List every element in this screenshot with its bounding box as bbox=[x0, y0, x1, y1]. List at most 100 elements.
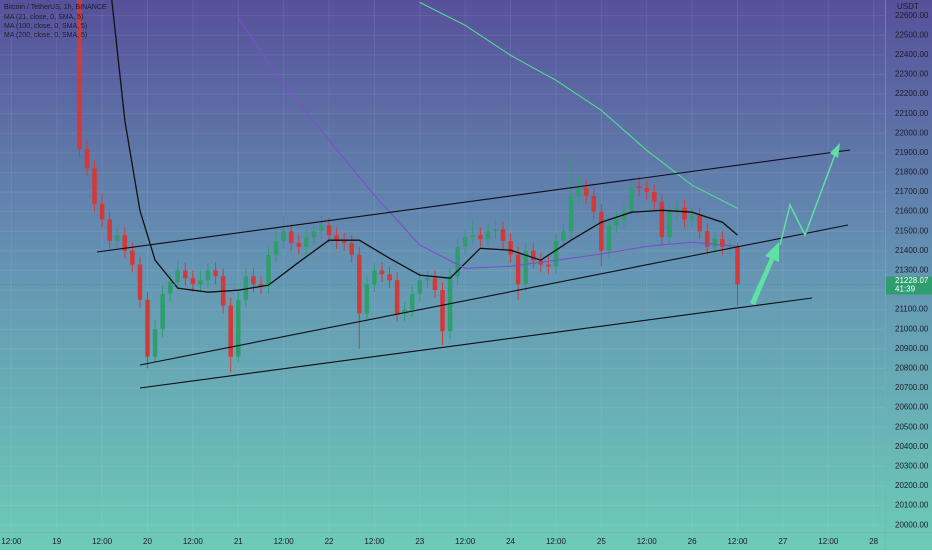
candle-body bbox=[682, 207, 687, 220]
candle-body bbox=[243, 276, 249, 300]
candle-body bbox=[334, 235, 339, 242]
candle-body bbox=[152, 329, 158, 357]
candle-body bbox=[735, 246, 740, 285]
candle-body bbox=[553, 241, 559, 267]
moving-average-line bbox=[111, 0, 738, 293]
countdown-label: 41:39 bbox=[895, 285, 916, 294]
candle-body bbox=[576, 188, 581, 196]
last-price-label: 21228.07 bbox=[895, 276, 929, 285]
x-tick-label: 12:00 bbox=[818, 537, 839, 546]
y-tick-label: 21600.00 bbox=[895, 207, 929, 216]
candle-body bbox=[546, 264, 551, 267]
y-tick-label: 20100.00 bbox=[895, 501, 929, 510]
candle-body bbox=[462, 237, 468, 247]
y-tick-label: 21300.00 bbox=[895, 266, 929, 275]
y-tick-label: 22500.00 bbox=[895, 30, 929, 39]
axes: 20000.00 20100.00 20200.00 20300.00 20400.00… bbox=[1, 11, 932, 546]
arrow bbox=[750, 242, 779, 305]
moving-average-line bbox=[237, 17, 738, 269]
legend: Bitcoin / TetherUS, 1h, BINANCE MA (21, … bbox=[4, 4, 107, 39]
candle-body bbox=[667, 211, 672, 238]
arrow-head bbox=[830, 143, 840, 158]
candle-body bbox=[659, 201, 665, 238]
candle-body bbox=[175, 270, 181, 283]
candle-body bbox=[485, 231, 491, 240]
candle-body bbox=[190, 278, 196, 285]
trend-line bbox=[139, 297, 813, 389]
y-tick-label: 20400.00 bbox=[895, 442, 929, 451]
candle-body bbox=[455, 246, 460, 277]
y-tick-label: 20600.00 bbox=[895, 403, 929, 412]
candle-body bbox=[99, 203, 105, 220]
candle-body bbox=[636, 186, 642, 189]
x-tick-label: 21 bbox=[234, 537, 243, 546]
candle-body bbox=[629, 186, 634, 212]
candle-body bbox=[160, 293, 165, 330]
candle-body bbox=[92, 168, 97, 204]
candle-body bbox=[304, 237, 309, 247]
trend-line bbox=[139, 224, 849, 366]
y-tick-label: 21000.00 bbox=[895, 324, 929, 333]
candle-body bbox=[213, 270, 218, 277]
projection-arrows bbox=[750, 143, 840, 305]
x-tick-label: 12:00 bbox=[1, 537, 22, 546]
y-tick-label: 22000.00 bbox=[895, 128, 929, 137]
y-tick-label: 21400.00 bbox=[895, 246, 929, 255]
y-tick-label: 20700.00 bbox=[895, 383, 929, 392]
candle-body bbox=[440, 290, 445, 332]
candle-body bbox=[561, 231, 566, 242]
candle-body bbox=[273, 241, 279, 255]
currency: USDT bbox=[897, 2, 919, 11]
x-tick-label: 24 bbox=[506, 537, 515, 546]
legend-entry: MA (200, close, 0, SMA, 5) bbox=[4, 32, 87, 39]
drawings bbox=[96, 149, 851, 389]
candle-body bbox=[372, 270, 377, 285]
candle-body bbox=[470, 235, 476, 238]
x-tick-label: 22 bbox=[325, 537, 334, 546]
candle-body bbox=[720, 239, 725, 247]
candle-body bbox=[402, 309, 407, 314]
candle-body bbox=[288, 231, 294, 243]
candle-body bbox=[107, 219, 112, 242]
chart-title: Bitcoin / TetherUS, 1h, BINANCE bbox=[4, 4, 107, 11]
trend-line bbox=[96, 149, 851, 253]
candle-body bbox=[137, 264, 143, 300]
y-tick-label: 21700.00 bbox=[895, 187, 929, 196]
candle-body bbox=[583, 188, 589, 196]
y-tick-label: 21100.00 bbox=[895, 305, 928, 314]
last-price-box bbox=[886, 276, 932, 295]
candle-body bbox=[531, 250, 536, 261]
candle-body bbox=[478, 235, 483, 240]
candle-body bbox=[568, 195, 574, 232]
y-tick-label: 22200.00 bbox=[895, 89, 929, 98]
candle-body bbox=[311, 231, 317, 238]
candle-body bbox=[387, 274, 392, 281]
candle-body bbox=[394, 280, 400, 314]
candle-body bbox=[326, 225, 332, 236]
x-tick-label: 12:00 bbox=[455, 537, 476, 546]
x-tick-label: 12:00 bbox=[274, 537, 295, 546]
y-tick-label: 21500.00 bbox=[895, 226, 929, 235]
candle-body bbox=[357, 254, 362, 314]
candle-body bbox=[432, 278, 438, 291]
y-tick-label: 20500.00 bbox=[895, 422, 929, 431]
candle-body bbox=[198, 280, 203, 285]
candle-body bbox=[425, 278, 430, 281]
y-tick-label: 21900.00 bbox=[895, 148, 929, 157]
zigzag-arrow bbox=[779, 151, 837, 246]
candle-body bbox=[379, 270, 385, 275]
candle-body bbox=[712, 239, 718, 247]
candle-body bbox=[417, 280, 423, 294]
candle-body bbox=[167, 282, 173, 294]
candle-body bbox=[652, 192, 657, 202]
candle-body bbox=[606, 225, 612, 251]
grid bbox=[0, 0, 885, 532]
candle-body bbox=[145, 299, 150, 357]
candle-body bbox=[114, 235, 120, 242]
x-tick-label: 26 bbox=[688, 537, 697, 546]
y-tick-label: 20200.00 bbox=[895, 481, 929, 490]
candle-body bbox=[727, 246, 733, 248]
candle-body bbox=[364, 284, 370, 314]
